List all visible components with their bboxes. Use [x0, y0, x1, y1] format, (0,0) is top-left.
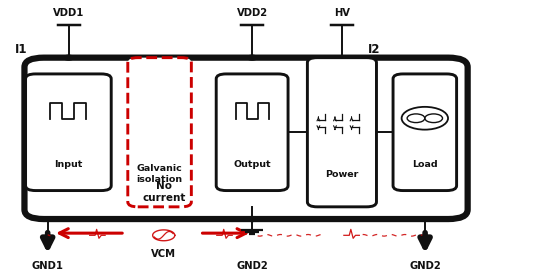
- Text: I1: I1: [14, 43, 27, 56]
- FancyBboxPatch shape: [307, 58, 377, 207]
- Circle shape: [247, 216, 257, 221]
- Text: Galvanic
isolation: Galvanic isolation: [136, 164, 183, 184]
- FancyBboxPatch shape: [393, 74, 456, 191]
- Text: Load: Load: [412, 161, 438, 170]
- FancyBboxPatch shape: [216, 74, 288, 191]
- Text: GND1: GND1: [32, 261, 64, 271]
- Text: VDD2: VDD2: [237, 8, 268, 18]
- Text: Output: Output: [233, 161, 271, 170]
- Text: GND2: GND2: [236, 261, 268, 271]
- FancyBboxPatch shape: [128, 58, 191, 207]
- Text: No
current: No current: [142, 181, 186, 203]
- Text: Input: Input: [54, 161, 83, 170]
- Text: GND2: GND2: [409, 261, 441, 271]
- Text: Power: Power: [325, 170, 358, 179]
- Circle shape: [64, 55, 74, 60]
- FancyBboxPatch shape: [25, 74, 111, 191]
- Text: I2: I2: [368, 43, 381, 56]
- Circle shape: [247, 55, 257, 60]
- Text: VCM: VCM: [151, 249, 176, 259]
- Text: HV: HV: [334, 8, 350, 18]
- Text: VDD1: VDD1: [53, 8, 84, 18]
